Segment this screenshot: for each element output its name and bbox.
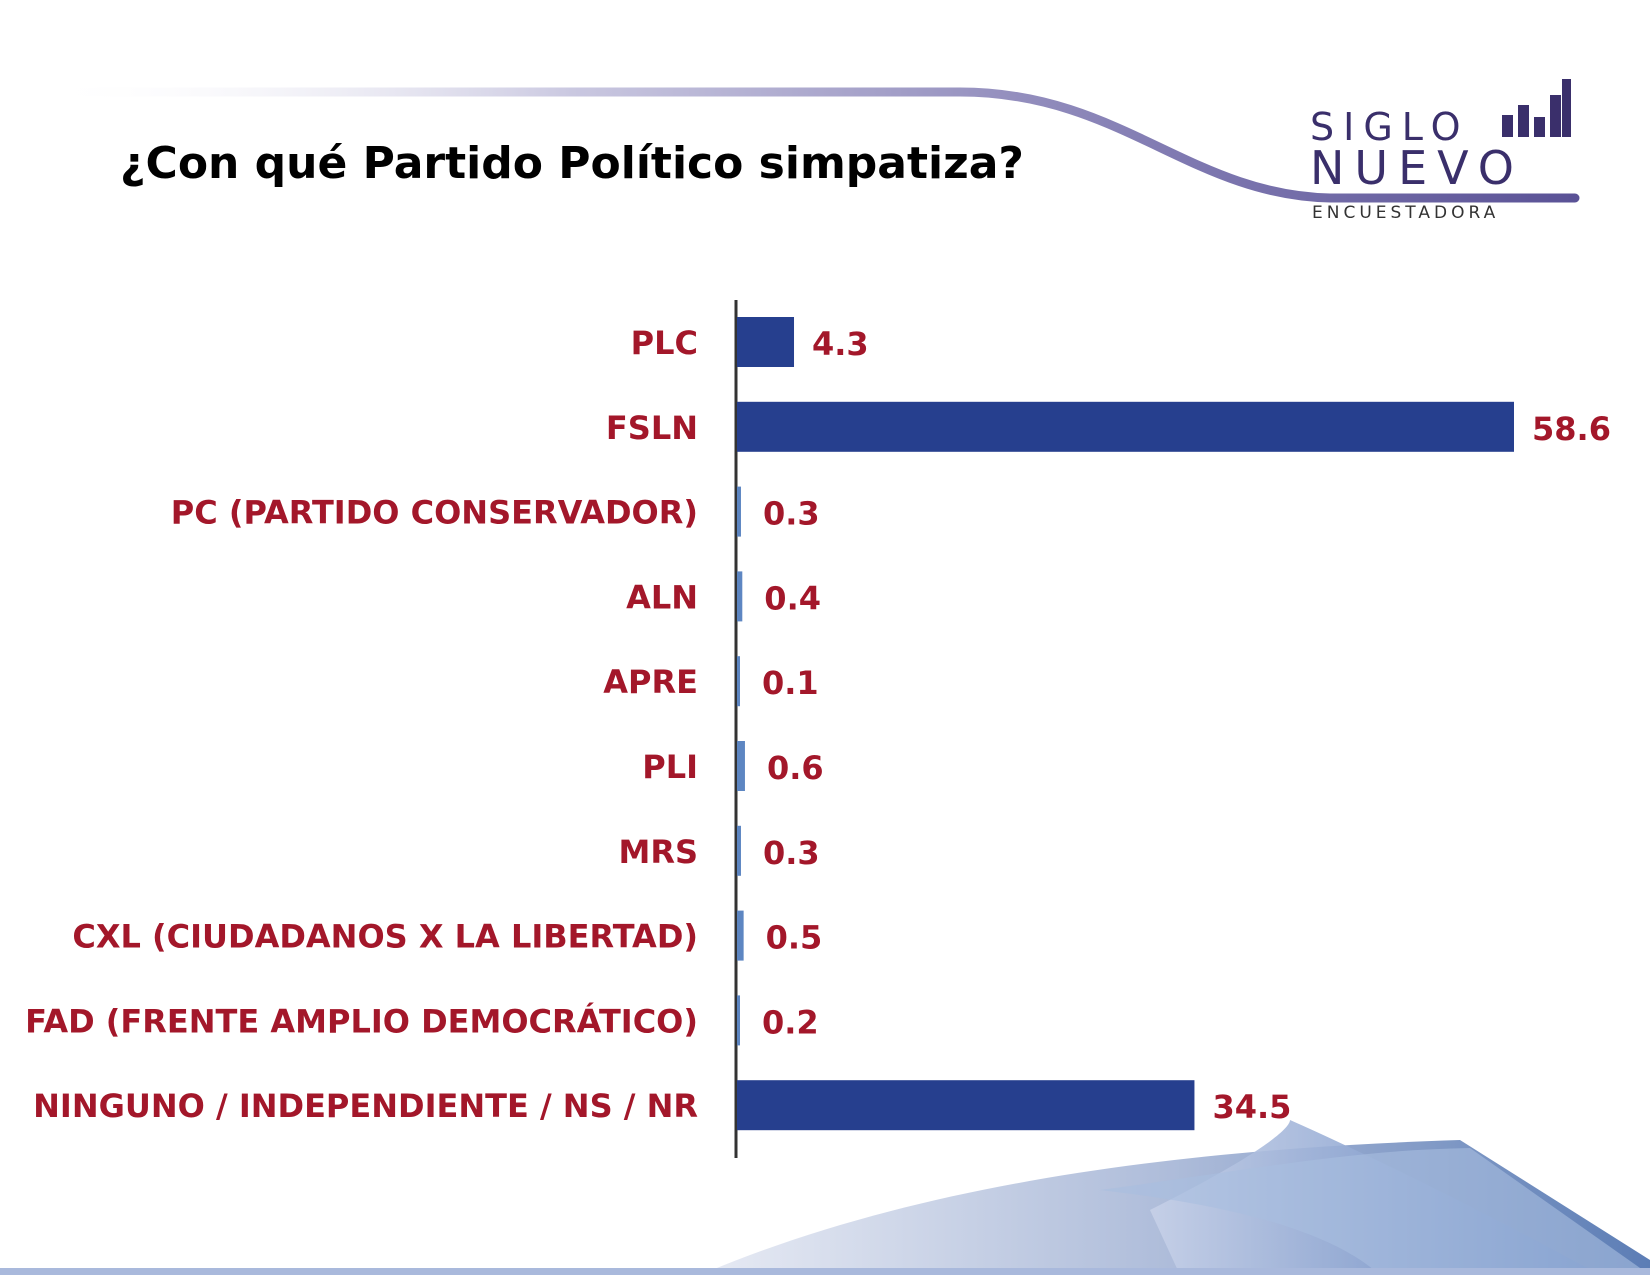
category-label: MRS [618,833,698,871]
value-label: 58.6 [1532,410,1611,448]
bottom-edge-band [0,1268,1650,1275]
category-label: APRE [603,663,698,701]
value-label: 0.3 [763,495,820,533]
bottom-wave-light [1100,1148,1650,1275]
logo-bars-icon [1502,79,1571,137]
category-label: PC (PARTIDO CONSERVADOR) [171,494,698,532]
value-label: 0.4 [764,579,821,617]
value-label: 0.6 [767,749,824,787]
logo-word-encuestadora: ENCUESTADORA [1312,203,1500,223]
bar-0 [737,317,795,367]
slide-title: ¿Con qué Partido Político simpatiza? [120,138,1024,189]
value-label: 0.3 [763,834,820,872]
category-label: NINGUNO / INDEPENDIENTE / NS / NR [33,1087,698,1125]
bar-7 [737,910,744,961]
bar-1 [737,401,1514,452]
bar-6 [737,825,741,876]
logo-word-siglo: SIGLO [1310,105,1470,149]
category-label: PLC [631,324,698,362]
bar-2 [737,486,741,537]
category-label: CXL (CIUDADANOS X LA LIBERTAD) [72,918,698,956]
bar-3 [737,571,743,622]
value-label: 0.1 [762,664,819,702]
bar-9 [737,1080,1195,1131]
value-label: 4.3 [812,325,869,363]
bar-4 [737,656,740,707]
category-label: FAD (FRENTE AMPLIO DEMOCRÁTICO) [25,1002,698,1040]
bar-8 [737,995,740,1046]
value-label: 0.5 [766,919,823,957]
category-label: PLI [642,748,698,786]
bar-5 [737,741,745,791]
category-label: ALN [626,578,698,616]
category-label: FSLN [606,409,698,447]
value-label: 34.5 [1212,1088,1291,1126]
logo-word-nuevo: NUEVO [1310,141,1525,195]
top-swoosh-line [35,87,1580,203]
value-label: 0.2 [762,1003,819,1041]
siglo-nuevo-logo: SIGLO NUEVO ENCUESTADORA [1300,75,1600,235]
